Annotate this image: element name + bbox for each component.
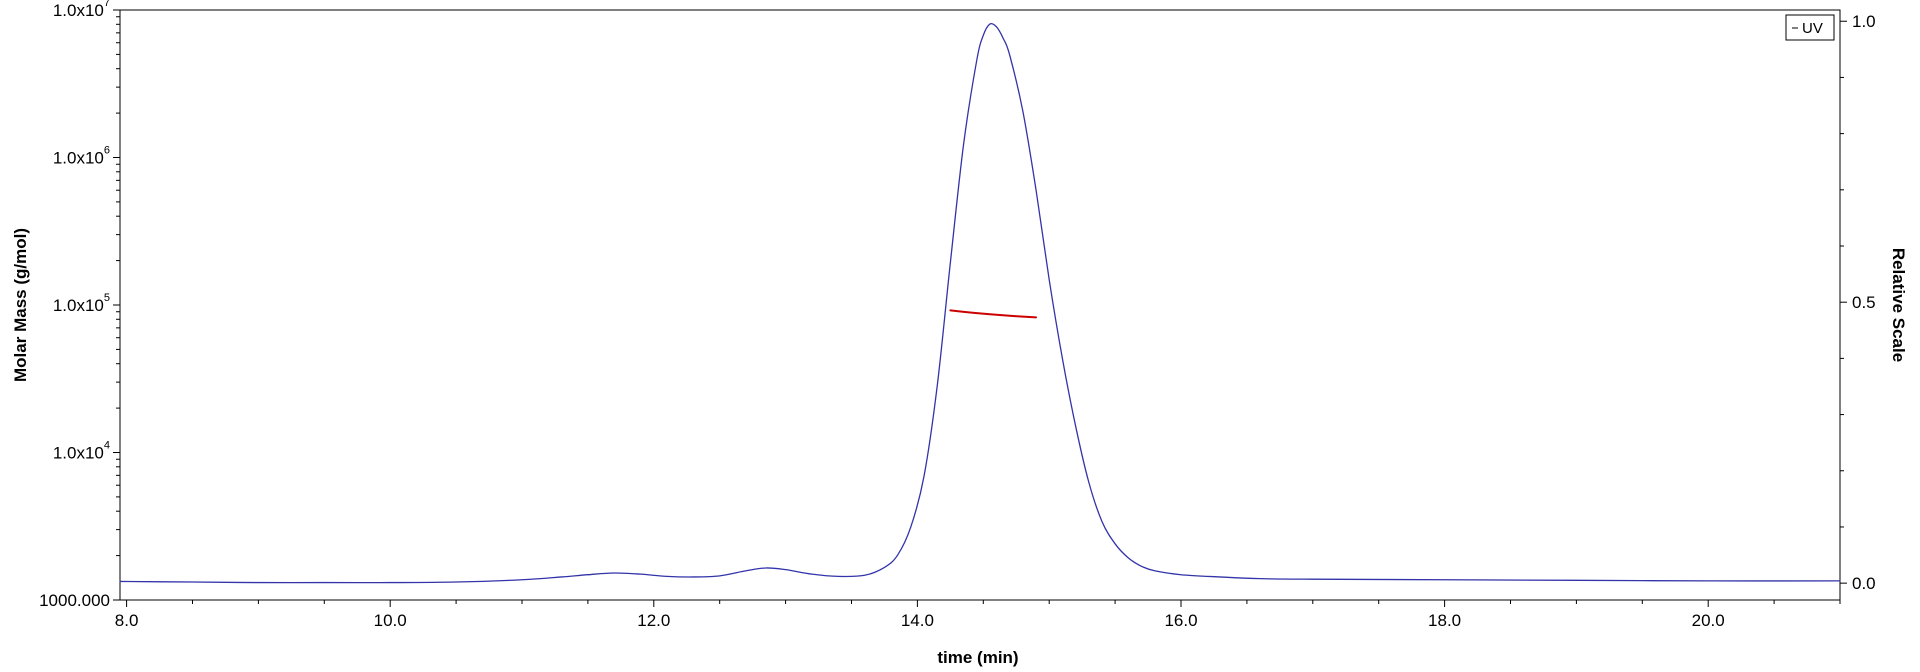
y-left-tick-label: 1.0x106 xyxy=(53,145,110,168)
y-left-tick-label: 1000.000 xyxy=(39,591,110,610)
y-left-tick-label: 1.0x105 xyxy=(53,292,110,315)
x-axis-title: time (min) xyxy=(937,648,1018,667)
x-tick-label: 16.0 xyxy=(1164,611,1197,630)
legend-entry-uv: UV xyxy=(1802,20,1823,37)
plot-area xyxy=(119,9,1841,601)
x-tick-label: 20.0 xyxy=(1692,611,1725,630)
legend: UV xyxy=(1785,14,1835,41)
x-tick-label: 14.0 xyxy=(901,611,934,630)
right-y-axis-title: Relative Scale xyxy=(1889,248,1908,362)
x-tick-label: 12.0 xyxy=(637,611,670,630)
left-y-axis-title: Molar Mass (g/mol) xyxy=(11,228,30,382)
series-line-molar-mass xyxy=(949,309,1038,319)
y-right-tick-label: 0.5 xyxy=(1852,293,1876,312)
left-y-axis: 1.0x107 1.0x106 1.0x105 1.0x104 1000.000 xyxy=(39,0,120,610)
y-left-tick-label: 1.0x104 xyxy=(53,440,110,463)
x-tick-label: 18.0 xyxy=(1428,611,1461,630)
y-right-tick-label: 0.0 xyxy=(1852,574,1876,593)
y-right-tick-label: 1.0 xyxy=(1852,12,1876,31)
y-left-tick-label: 1.0x107 xyxy=(53,0,110,20)
x-tick-label: 8.0 xyxy=(115,611,139,630)
x-axis: 8.0 10.0 12.0 14.0 16.0 18.0 20.0 xyxy=(115,600,1841,630)
series-line-uv xyxy=(119,22,1841,584)
series-layer xyxy=(119,22,1841,584)
right-y-axis: 1.0 0.5 0.0 xyxy=(1840,12,1876,593)
x-tick-label: 10.0 xyxy=(374,611,407,630)
